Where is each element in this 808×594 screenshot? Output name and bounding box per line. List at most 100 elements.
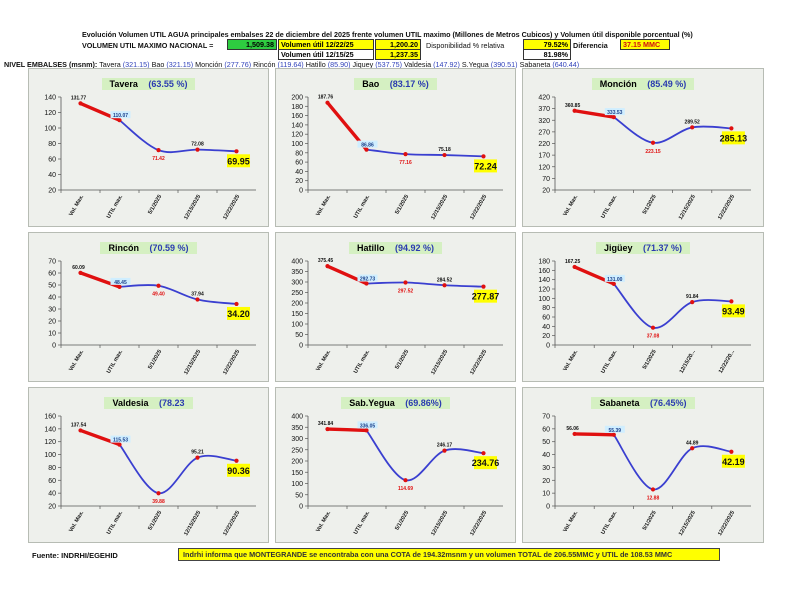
y-tick-label: 60 xyxy=(295,160,303,167)
data-label: 86.86 xyxy=(361,143,374,149)
data-point xyxy=(156,491,161,496)
chart-sabana-yegua: 0 50 100 150 200 250 300 350 400 Vol. Max. UTIL ma… xyxy=(291,414,503,537)
data-point xyxy=(690,125,695,130)
y-tick-label: 180 xyxy=(538,259,550,266)
label-box xyxy=(604,108,625,116)
x-tick-label: 12/22/2025 xyxy=(469,510,488,537)
chart-valdesia: 20 40 60 80 100 120 140 160 Vol. Max. UTIL max. 5/… xyxy=(44,414,256,537)
data-label: 131.77 xyxy=(71,95,87,101)
label-box xyxy=(604,274,625,282)
y-tick-label: 80 xyxy=(48,465,56,472)
series-line-current xyxy=(365,429,484,482)
x-tick-label: 12/22/2025 xyxy=(717,510,736,537)
y-tick-label: 30 xyxy=(542,465,550,472)
data-point xyxy=(650,325,656,330)
data-point xyxy=(729,299,734,304)
data-point xyxy=(325,426,330,432)
label-box xyxy=(357,274,378,282)
x-tick-label: 12/22/2025 xyxy=(717,194,736,221)
y-tick-label: 60 xyxy=(48,157,56,164)
previous-volume-value: 1,237.35 xyxy=(375,49,421,60)
data-point xyxy=(611,432,616,437)
series-line-current xyxy=(613,116,732,144)
y-tick-label: 0 xyxy=(299,343,303,350)
data-point xyxy=(572,264,577,270)
y-tick-label: 100 xyxy=(44,452,56,459)
x-tick-label: UTIL max. xyxy=(353,349,372,375)
data-point xyxy=(364,281,369,286)
data-point xyxy=(234,301,239,307)
y-tick-label: 250 xyxy=(291,447,303,454)
data-label: 137.54 xyxy=(71,422,87,428)
y-tick-label: 0 xyxy=(52,343,56,350)
difference-label: Diferencia xyxy=(573,41,608,50)
data-point xyxy=(195,147,200,152)
data-label: 77.16 xyxy=(399,160,412,166)
label-box xyxy=(604,425,625,433)
series-line-current xyxy=(118,444,237,495)
y-tick-label: 70 xyxy=(542,176,550,183)
x-tick-label: UTIL max. xyxy=(353,194,372,220)
chart-sabaneta: 0 10 20 30 40 50 60 70 Vol. Max. UTIL max. 5/1/202… xyxy=(542,414,751,537)
latest-value-box xyxy=(474,289,497,303)
x-tick-label: 5/1/2025 xyxy=(147,194,163,216)
data-label: 114.69 xyxy=(398,486,413,492)
data-point xyxy=(611,281,616,286)
x-tick-label: 12/22/2025 xyxy=(222,510,241,537)
x-tick-label: 5/1/2025 xyxy=(642,349,658,371)
level-hatillo: Hatillo (85.90) xyxy=(305,60,351,69)
x-tick-label: UTIL max. xyxy=(106,349,125,375)
x-tick-label: Vol. Max. xyxy=(68,510,85,534)
data-label: 297.52 xyxy=(398,289,414,295)
y-tick-label: 50 xyxy=(295,492,303,499)
y-tick-label: 60 xyxy=(542,315,550,322)
y-tick-label: 20 xyxy=(48,504,56,511)
label-box xyxy=(110,277,131,285)
chart-panel-bao: Bao (83.17 %) 0 20 40 60 80 100 120 140 160 180 20… xyxy=(275,68,516,227)
data-label: 284.52 xyxy=(437,277,453,283)
data-point xyxy=(442,152,447,158)
x-tick-label: 12/15/2025 xyxy=(183,510,202,537)
x-tick-label: 5/1/2025 xyxy=(147,349,163,371)
chart-jiguey: 0 20 40 60 80 100 120 140 160 180 Vol. Max. UTIL ma… xyxy=(538,259,751,375)
chart-title: Valdesia (78.23 xyxy=(104,397,193,409)
chart-moncion: 20 70 120 170 220 270 320 370 420 Vol. Max. UTIL m… xyxy=(538,95,751,221)
data-point xyxy=(729,126,734,131)
chart-panel-rincon: Rincón (70.59 %) 0 10 20 30 40 50 60 70 Vol. Max… xyxy=(28,232,269,382)
latest-value-box xyxy=(721,304,745,318)
label-box xyxy=(110,435,131,443)
data-point xyxy=(78,270,83,275)
level-bao: Bao (321.15) xyxy=(151,60,194,69)
latest-value-label: 277.87 xyxy=(472,292,500,302)
data-label: 336.05 xyxy=(360,423,376,429)
max-volume-value: 1,509.38 xyxy=(227,39,277,50)
level-valdesia: Valdesia (147.92) xyxy=(404,60,460,69)
x-tick-label: 12/15/2025 xyxy=(430,349,449,376)
y-tick-label: 140 xyxy=(44,426,56,433)
y-tick-label: 100 xyxy=(291,322,303,329)
y-tick-label: 70 xyxy=(48,259,56,266)
y-tick-label: 50 xyxy=(48,283,56,290)
data-label: 48.45 xyxy=(114,280,127,286)
label-box xyxy=(110,111,131,119)
y-tick-label: 200 xyxy=(291,301,303,308)
chart-title: Sab.Yegua (69.86%) xyxy=(341,397,450,409)
x-tick-label: 12/15/2025 xyxy=(183,194,202,221)
x-tick-label: UTIL max. xyxy=(600,349,619,375)
data-point xyxy=(442,283,447,288)
y-tick-label: 0 xyxy=(546,343,550,350)
y-tick-label: 80 xyxy=(295,150,303,157)
y-tick-label: 350 xyxy=(291,425,303,432)
y-tick-label: 420 xyxy=(538,95,550,102)
series-line-max xyxy=(78,271,122,289)
previous-volume-label: Volumen útil 12/15/25 xyxy=(278,49,374,60)
y-tick-label: 180 xyxy=(291,104,303,111)
x-tick-label: 5/1/2025 xyxy=(642,510,658,532)
latest-value-label: 72.24 xyxy=(474,161,497,171)
x-tick-label: Vol. Max. xyxy=(315,510,332,534)
data-label: 60.09 xyxy=(72,265,85,271)
series-line-max xyxy=(78,101,122,122)
data-point xyxy=(195,297,200,302)
data-label: 360.85 xyxy=(565,103,581,109)
data-point xyxy=(572,431,577,437)
